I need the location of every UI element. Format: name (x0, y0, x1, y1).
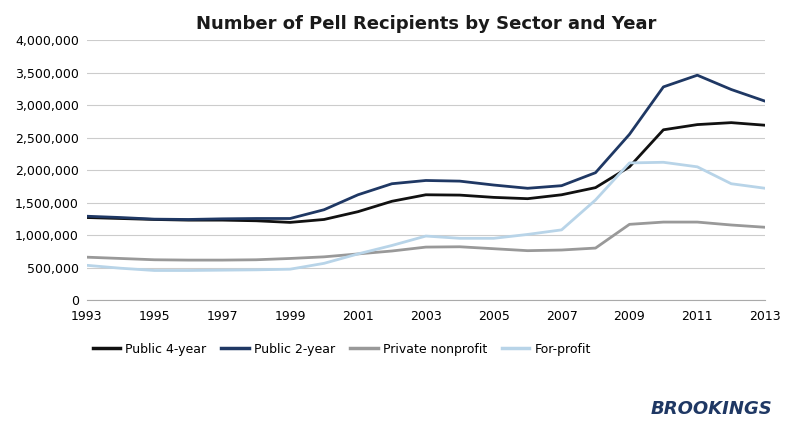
For-profit (387, 243, 396, 248)
Public 4-year (693, 122, 702, 127)
Public 4-year (319, 217, 329, 222)
Public 2-year (353, 192, 363, 197)
Public 4-year (727, 120, 736, 125)
Public 2-year (489, 182, 498, 187)
Public 2-year (693, 73, 702, 78)
Public 2-year (184, 217, 193, 222)
Public 2-year (625, 132, 634, 137)
For-profit (82, 263, 92, 268)
For-profit (421, 233, 431, 238)
Public 4-year (387, 199, 396, 204)
For-profit (658, 160, 668, 165)
For-profit (319, 261, 329, 266)
Private nonprofit (82, 254, 92, 260)
Private nonprofit (150, 257, 159, 262)
Public 4-year (150, 217, 159, 222)
Public 2-year (727, 87, 736, 92)
Public 4-year (285, 220, 295, 225)
Legend: Public 4-year, Public 2-year, Private nonprofit, For-profit: Public 4-year, Public 2-year, Private no… (93, 343, 591, 356)
Private nonprofit (353, 252, 363, 257)
Public 2-year (523, 186, 533, 191)
Public 2-year (285, 216, 295, 221)
Public 2-year (217, 216, 227, 222)
Public 4-year (658, 127, 668, 133)
Public 2-year (658, 84, 668, 89)
Private nonprofit (658, 219, 668, 225)
For-profit (489, 236, 498, 241)
Public 2-year (319, 207, 329, 212)
Private nonprofit (115, 256, 125, 261)
Private nonprofit (591, 246, 600, 251)
For-profit (523, 232, 533, 237)
Public 4-year (557, 192, 567, 197)
Public 4-year (760, 123, 770, 128)
Public 4-year (82, 215, 92, 220)
For-profit (591, 197, 600, 203)
Private nonprofit (760, 225, 770, 230)
Public 4-year (252, 218, 261, 223)
Text: BROOKINGS: BROOKINGS (650, 400, 772, 418)
For-profit (150, 268, 159, 273)
Public 4-year (421, 192, 431, 197)
Public 4-year (353, 209, 363, 214)
For-profit (625, 160, 634, 165)
Public 2-year (252, 216, 261, 221)
Public 2-year (455, 179, 465, 184)
Public 2-year (421, 178, 431, 183)
Private nonprofit (625, 222, 634, 227)
Public 2-year (387, 181, 396, 186)
For-profit (727, 181, 736, 186)
Public 4-year (455, 192, 465, 197)
Private nonprofit (319, 254, 329, 260)
Public 4-year (217, 218, 227, 223)
Private nonprofit (727, 222, 736, 227)
Line: For-profit: For-profit (87, 162, 765, 271)
Public 4-year (115, 216, 125, 221)
Private nonprofit (693, 219, 702, 225)
Public 2-year (591, 170, 600, 175)
For-profit (184, 268, 193, 273)
Public 4-year (591, 185, 600, 190)
Public 2-year (82, 214, 92, 219)
Public 2-year (557, 183, 567, 188)
For-profit (693, 164, 702, 169)
Public 2-year (115, 215, 125, 220)
Public 4-year (523, 196, 533, 201)
Private nonprofit (421, 245, 431, 250)
Private nonprofit (184, 257, 193, 262)
Line: Public 2-year: Public 2-year (87, 75, 765, 219)
Private nonprofit (557, 247, 567, 252)
Title: Number of Pell Recipients by Sector and Year: Number of Pell Recipients by Sector and … (196, 15, 656, 33)
Private nonprofit (252, 257, 261, 262)
Public 4-year (489, 195, 498, 200)
Line: Private nonprofit: Private nonprofit (87, 222, 765, 260)
For-profit (353, 252, 363, 257)
For-profit (760, 186, 770, 191)
Public 2-year (760, 99, 770, 104)
Private nonprofit (455, 244, 465, 249)
Private nonprofit (523, 248, 533, 253)
For-profit (217, 268, 227, 273)
For-profit (115, 266, 125, 271)
Public 4-year (184, 218, 193, 223)
Private nonprofit (285, 256, 295, 261)
For-profit (285, 267, 295, 272)
Private nonprofit (217, 257, 227, 262)
Public 2-year (150, 216, 159, 222)
Public 4-year (625, 164, 634, 169)
Line: Public 4-year: Public 4-year (87, 123, 765, 222)
Private nonprofit (489, 246, 498, 251)
For-profit (455, 236, 465, 241)
For-profit (557, 227, 567, 233)
Private nonprofit (387, 249, 396, 254)
For-profit (252, 267, 261, 272)
